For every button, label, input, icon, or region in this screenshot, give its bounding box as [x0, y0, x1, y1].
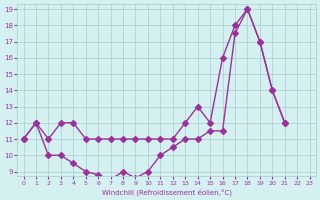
X-axis label: Windchill (Refroidissement éolien,°C): Windchill (Refroidissement éolien,°C)	[101, 188, 232, 196]
